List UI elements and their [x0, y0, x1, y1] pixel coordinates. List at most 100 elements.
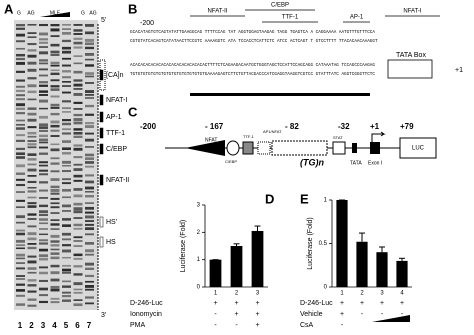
- x-tick-label: 3: [380, 291, 384, 297]
- row-label: CsA: [300, 322, 314, 329]
- gel-band: [39, 107, 48, 110]
- row-label: Vehicle: [300, 311, 323, 318]
- gel-band: [73, 46, 83, 49]
- gel-band: [39, 146, 48, 149]
- gel-band: [85, 46, 94, 50]
- gel-band: [62, 182, 71, 185]
- gel-band: [27, 186, 37, 189]
- gel-band: [85, 195, 94, 198]
- gel-band: [27, 267, 37, 270]
- exon: [370, 142, 380, 154]
- gel-band: [85, 249, 94, 253]
- gel-band: [27, 24, 37, 26]
- bar: [376, 252, 388, 287]
- gel-band: [85, 280, 94, 283]
- gel-band: [27, 232, 37, 236]
- gel-band: [27, 298, 37, 301]
- gel-band: [39, 239, 48, 242]
- element-label: STAT: [333, 135, 343, 140]
- gel-band: [50, 50, 60, 54]
- gel-band: [39, 254, 48, 257]
- lane-number: 5: [64, 321, 69, 330]
- lane-headers: G AG MLE G AG: [17, 10, 97, 17]
- gel-band: [39, 74, 48, 77]
- gel-band: [50, 240, 60, 243]
- gel-band: [16, 232, 25, 236]
- gel-band: [73, 147, 83, 151]
- gel-band: [62, 224, 71, 227]
- gel-band: [50, 72, 60, 76]
- gel-band: [27, 260, 37, 264]
- gel-band: [62, 122, 71, 126]
- gel-band: [50, 28, 60, 32]
- site-label: TTF-1: [106, 130, 125, 137]
- gel-band: [85, 75, 94, 78]
- x-tick-label: 4: [400, 291, 404, 297]
- treatment-sign: -: [341, 322, 344, 329]
- gel-band: [73, 303, 83, 307]
- site-label: NFAT-II: [208, 9, 228, 15]
- site-marker: [99, 216, 104, 228]
- gel-band: [39, 257, 48, 261]
- gel-band: [27, 140, 37, 143]
- gel-band: [27, 202, 37, 205]
- gel-band: [50, 192, 60, 195]
- gel-band: [85, 64, 94, 67]
- gel-band: [85, 90, 94, 94]
- bar: [336, 200, 348, 287]
- gel-band: [39, 126, 48, 129]
- treatment-sign: +: [255, 311, 259, 318]
- gel-band: [50, 278, 60, 282]
- gel-band: [73, 135, 83, 138]
- gel-band: [62, 291, 71, 294]
- sequence-line: ACACACACACACACACACACACACACACACTTTTCTCAGA…: [130, 63, 375, 68]
- lane-number: 1: [18, 321, 23, 330]
- gel-band: [50, 234, 60, 238]
- gel-band: [50, 248, 60, 251]
- gel-band: [50, 120, 60, 124]
- gel-band: [27, 49, 37, 52]
- gel-band: [50, 185, 60, 189]
- gel-band: [16, 172, 25, 175]
- gel-band: [16, 61, 25, 65]
- gel-band: [85, 206, 94, 210]
- gel-band: [73, 156, 83, 159]
- gel-band: [39, 99, 48, 103]
- gel-band: [62, 271, 71, 274]
- site-label: NFAT-I: [106, 97, 127, 104]
- site-label: C/EBP: [106, 146, 127, 153]
- gel-band: [39, 196, 48, 199]
- gel-band: [62, 204, 71, 208]
- gel-band: [27, 175, 37, 177]
- gel-band: [16, 239, 25, 243]
- gel-band: [39, 123, 48, 127]
- tata-label: TATA Box: [396, 52, 426, 59]
- gel-band: [16, 27, 25, 30]
- gel-band: [16, 164, 25, 168]
- gel-band: [16, 152, 25, 156]
- gel-band: [73, 118, 83, 121]
- treatment-sign: -: [214, 322, 217, 329]
- gel-band: [85, 274, 94, 278]
- element-label: Exon I: [368, 160, 382, 166]
- treatment-sign: -: [361, 311, 364, 318]
- gel-band: [50, 79, 60, 82]
- gel-band: [27, 84, 37, 88]
- site-label: NFAT-I: [403, 9, 422, 15]
- site-label: HS: [106, 239, 116, 246]
- gel-band: [16, 289, 25, 292]
- gel-band: [62, 91, 71, 94]
- y-tick-label: 2: [197, 230, 201, 236]
- lane-number: 3: [41, 321, 46, 330]
- gel-band: [73, 288, 83, 291]
- gel-band: [85, 191, 94, 193]
- gel-band: [39, 161, 48, 164]
- gel-band: [39, 279, 48, 282]
- gel-band: [27, 196, 37, 199]
- gel-band: [50, 129, 60, 132]
- gel-band: [39, 218, 48, 221]
- end-label: 5': [101, 17, 106, 24]
- site-label: HS': [106, 219, 117, 226]
- gel-band: [85, 288, 94, 291]
